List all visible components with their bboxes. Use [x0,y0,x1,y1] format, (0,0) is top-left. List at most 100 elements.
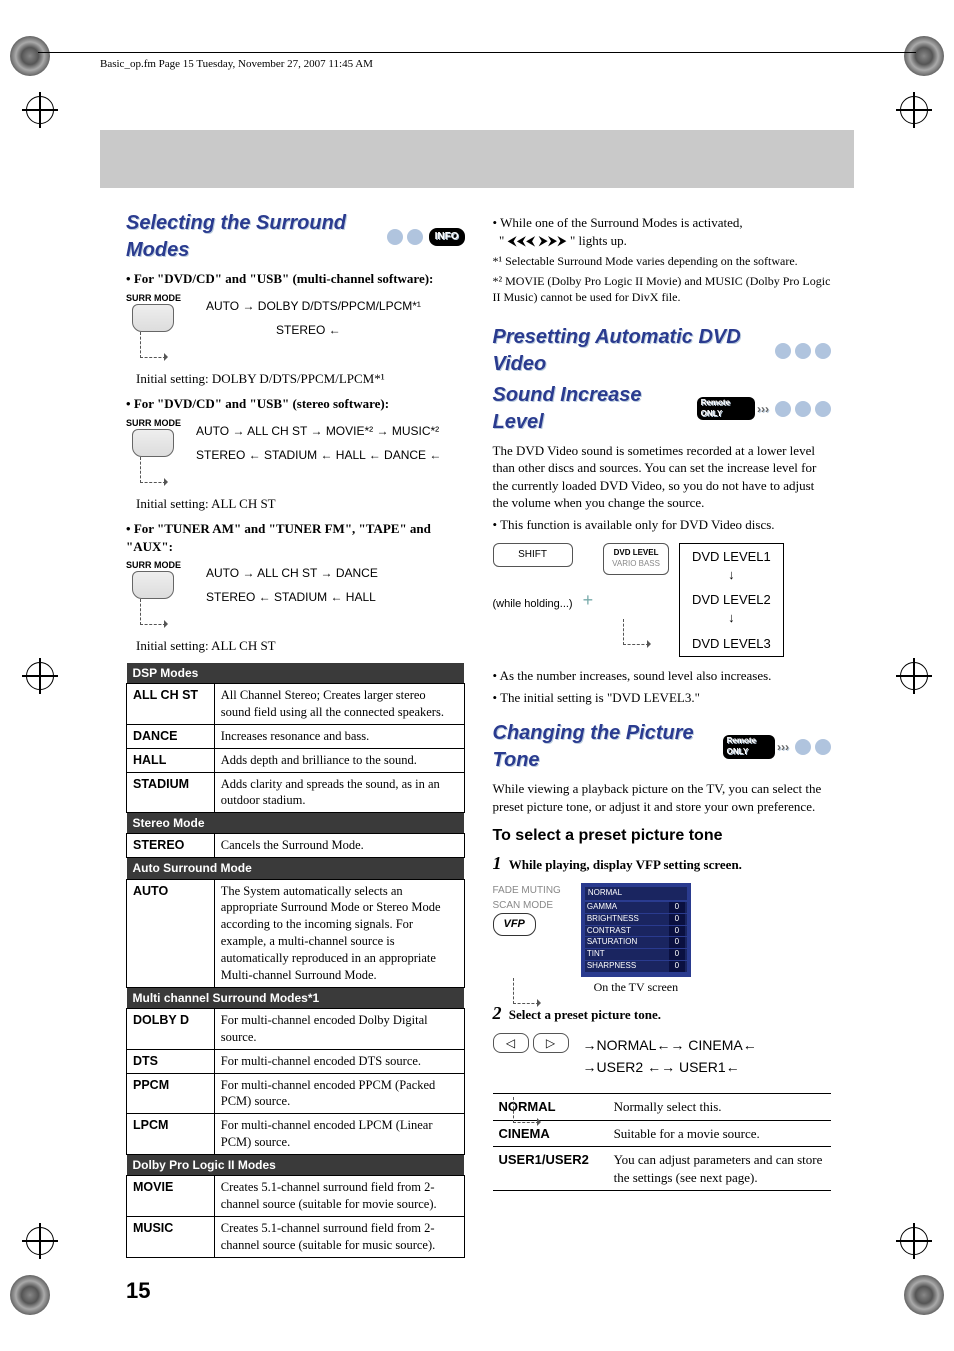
left-column: Selecting the Surround Modes INFO For "D… [126,210,465,1305]
section-title-surround: Selecting the Surround Modes INFO [126,210,465,264]
title-grey-band [100,130,854,188]
remote-only-badge: Remote ONLY ››› [723,735,789,759]
dot-icon [775,343,791,359]
remote-icon [132,571,174,599]
signal-icon: ››› [757,401,769,417]
mode-desc: For multi-channel encoded Dolby Digital … [214,1008,464,1049]
remote-icon [132,429,174,457]
th-auto: Auto Surround Mode [127,858,465,879]
reg-mark-l3 [22,1223,58,1259]
dash-arrow-icon [499,1057,575,1083]
mode-desc: Cancels the Surround Mode. [214,834,464,858]
page-columns: Selecting the Surround Modes INFO For "D… [126,210,831,1305]
dvd-level-button: DVD LEVEL VARIO BASS [603,543,669,575]
step-number: 1 [493,853,502,873]
mode-desc: For multi-channel encoded PPCM (Packed P… [214,1073,464,1114]
step-number: 2 [493,1003,502,1023]
dot-icon [815,401,831,417]
btn-top: DVD LEVEL [612,548,660,559]
diagram-2: SURR MODE AUTO → ALL CH ST → MOVIE*² → M… [126,417,465,489]
dash-arrow-icon [140,332,166,358]
note-surround-active: While one of the Surround Modes is activ… [493,214,832,249]
dash-arrow-icon [140,599,166,625]
dot-icon [407,229,423,245]
mode-name: DANCE [127,724,215,748]
tone-flow-diagram: ◁ ▷ →NORMAL←→ CINEMA← →USER2 ←→ USER1← [493,1033,832,1079]
modes-table: DSP Modes ALL CH STAll Channel Stereo; C… [126,663,465,1258]
mode-desc: Adds depth and brilliance to the sound. [214,748,464,772]
picture-tone-paragraph: While viewing a playback picture on the … [493,780,832,815]
osd-row: SATURATION0 [585,937,687,948]
osd-row: BRIGHTNESS0 [585,914,687,925]
reg-mark-l1 [22,92,58,128]
section-title-picture-tone: Changing the Picture Tone Remote ONLY ››… [493,720,832,774]
dvd-level-item: DVD LEVEL3 [680,631,783,657]
osd-rows: GAMMA0BRIGHTNESS0CONTRAST0SATURATION0TIN… [585,902,687,972]
tone-table: NORMALNormally select this.CINEMASuitabl… [493,1093,832,1191]
left-button-icon: ◁ [493,1033,529,1053]
mode-desc: Creates 5.1-channel surround field from … [214,1217,464,1258]
tone-name: CINEMA [493,1120,608,1147]
dot-icon [795,343,811,359]
tbody-multi: DOLBY DFor multi-channel encoded Dolby D… [127,1008,465,1154]
mode-desc: For multi-channel encoded LPCM (Linear P… [214,1114,464,1155]
lr-block: ◁ ▷ [493,1033,569,1079]
left-right-buttons: ◁ ▷ [493,1033,569,1053]
cycle-line: →NORMAL←→ CINEMA← [583,1034,757,1056]
osd-preview: NORMAL GAMMA0BRIGHTNESS0CONTRAST0SATURAT… [581,883,691,977]
title-dots [795,739,831,755]
osd-title: NORMAL [585,887,687,900]
mode-name: PPCM [127,1073,215,1114]
surr-mode-label: SURR MODE [126,417,181,429]
mode-name: ALL CH ST [127,684,215,725]
tbody-stereo: STEREOCancels the Surround Mode. [127,834,465,858]
section-title-dvd-level: Presetting Automatic DVD Video [493,324,832,378]
sub-heading-preset: To select a preset picture tone [493,825,832,847]
cycle-line: →USER2 ←→ USER1← [583,1056,757,1078]
initial-setting-2: Initial setting: ALL CH ST [136,495,465,513]
tone-name: USER1/USER2 [493,1147,608,1191]
title-text: Presetting Automatic DVD Video [493,324,770,378]
vfp-button: VFP [493,913,536,936]
fade-muting-label: FADE MUTING [493,883,561,898]
osd-row: TINT0 [585,949,687,960]
title-text: Changing the Picture Tone [493,720,717,774]
footnote-2: *² MOVIE (Dolby Pro Logic II Movie) and … [493,273,832,305]
mode-name: STEREO [127,834,215,858]
signal-icon: ››› [777,739,789,755]
flow-line: AUTO → ALL CH ST → DANCE [206,565,378,581]
reg-mark-r1 [896,92,932,128]
tbody-dsp: ALL CH STAll Channel Stereo; Creates lar… [127,684,465,813]
tone-cycle: →NORMAL←→ CINEMA← →USER2 ←→ USER1← [583,1034,757,1079]
bullet-dvd-stereo: For "DVD/CD" and "USB" (stereo software)… [126,395,465,413]
tone-desc: Suitable for a movie source. [608,1120,831,1147]
shift-block: SHIFT (while holding...) [493,543,573,611]
diagram-1: SURR MODE AUTO → DOLBY D/DTS/PPCM/LPCM*¹… [126,292,465,364]
dot-icon [815,739,831,755]
mode-name: AUTO [127,879,215,987]
flow-line: STEREO ← STADIUM ← HALL [206,589,376,605]
step-1: 1 While playing, display VFP setting scr… [493,851,832,875]
reg-mark-l2 [22,658,58,694]
tbody-tone: NORMALNormally select this.CINEMASuitabl… [493,1094,832,1191]
note-increase: As the number increases, sound level als… [493,667,832,685]
flow-line: STEREO ← [276,322,341,338]
plus-icon: + [583,588,594,612]
mode-desc: All Channel Stereo; Creates larger stere… [214,684,464,725]
step-text: Select a preset picture tone. [509,1007,661,1022]
corner-mark-bl [10,1275,50,1315]
dvd-level-button-block: DVD LEVEL VARIO BASS [603,543,669,601]
note-glyph: " ⮜⮜⮜ ⮞⮞⮞ " lights up. [499,233,627,248]
title-dots [387,229,423,245]
mode-name: DTS [127,1049,215,1073]
remote-only-badge: Remote ONLY ››› [697,397,769,421]
mode-name: MUSIC [127,1217,215,1258]
mode-name: STADIUM [127,772,215,813]
reg-mark-r2 [896,658,932,694]
reg-mark-r3 [896,1223,932,1259]
flow-line: AUTO → ALL CH ST → MOVIE*² → MUSIC*² [196,423,439,439]
title-dots [775,343,831,359]
dot-icon [815,343,831,359]
bullet-tuner: For "TUNER AM" and "TUNER FM", "TAPE" an… [126,520,465,555]
note-text: While one of the Surround Modes is activ… [500,215,743,230]
